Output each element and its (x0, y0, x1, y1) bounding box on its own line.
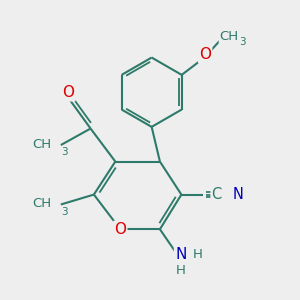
Text: CH: CH (220, 30, 239, 43)
Text: N: N (233, 187, 244, 202)
Text: 3: 3 (239, 37, 245, 47)
Text: N: N (175, 247, 186, 262)
Text: CH: CH (32, 138, 52, 151)
Text: H: H (193, 248, 203, 260)
Text: O: O (114, 222, 126, 237)
Text: C: C (212, 187, 222, 202)
Text: CH: CH (32, 197, 52, 210)
Text: O: O (62, 85, 74, 100)
Text: 3: 3 (61, 147, 68, 157)
Text: H: H (176, 264, 186, 277)
Text: 3: 3 (61, 207, 68, 217)
Text: O: O (199, 47, 211, 62)
